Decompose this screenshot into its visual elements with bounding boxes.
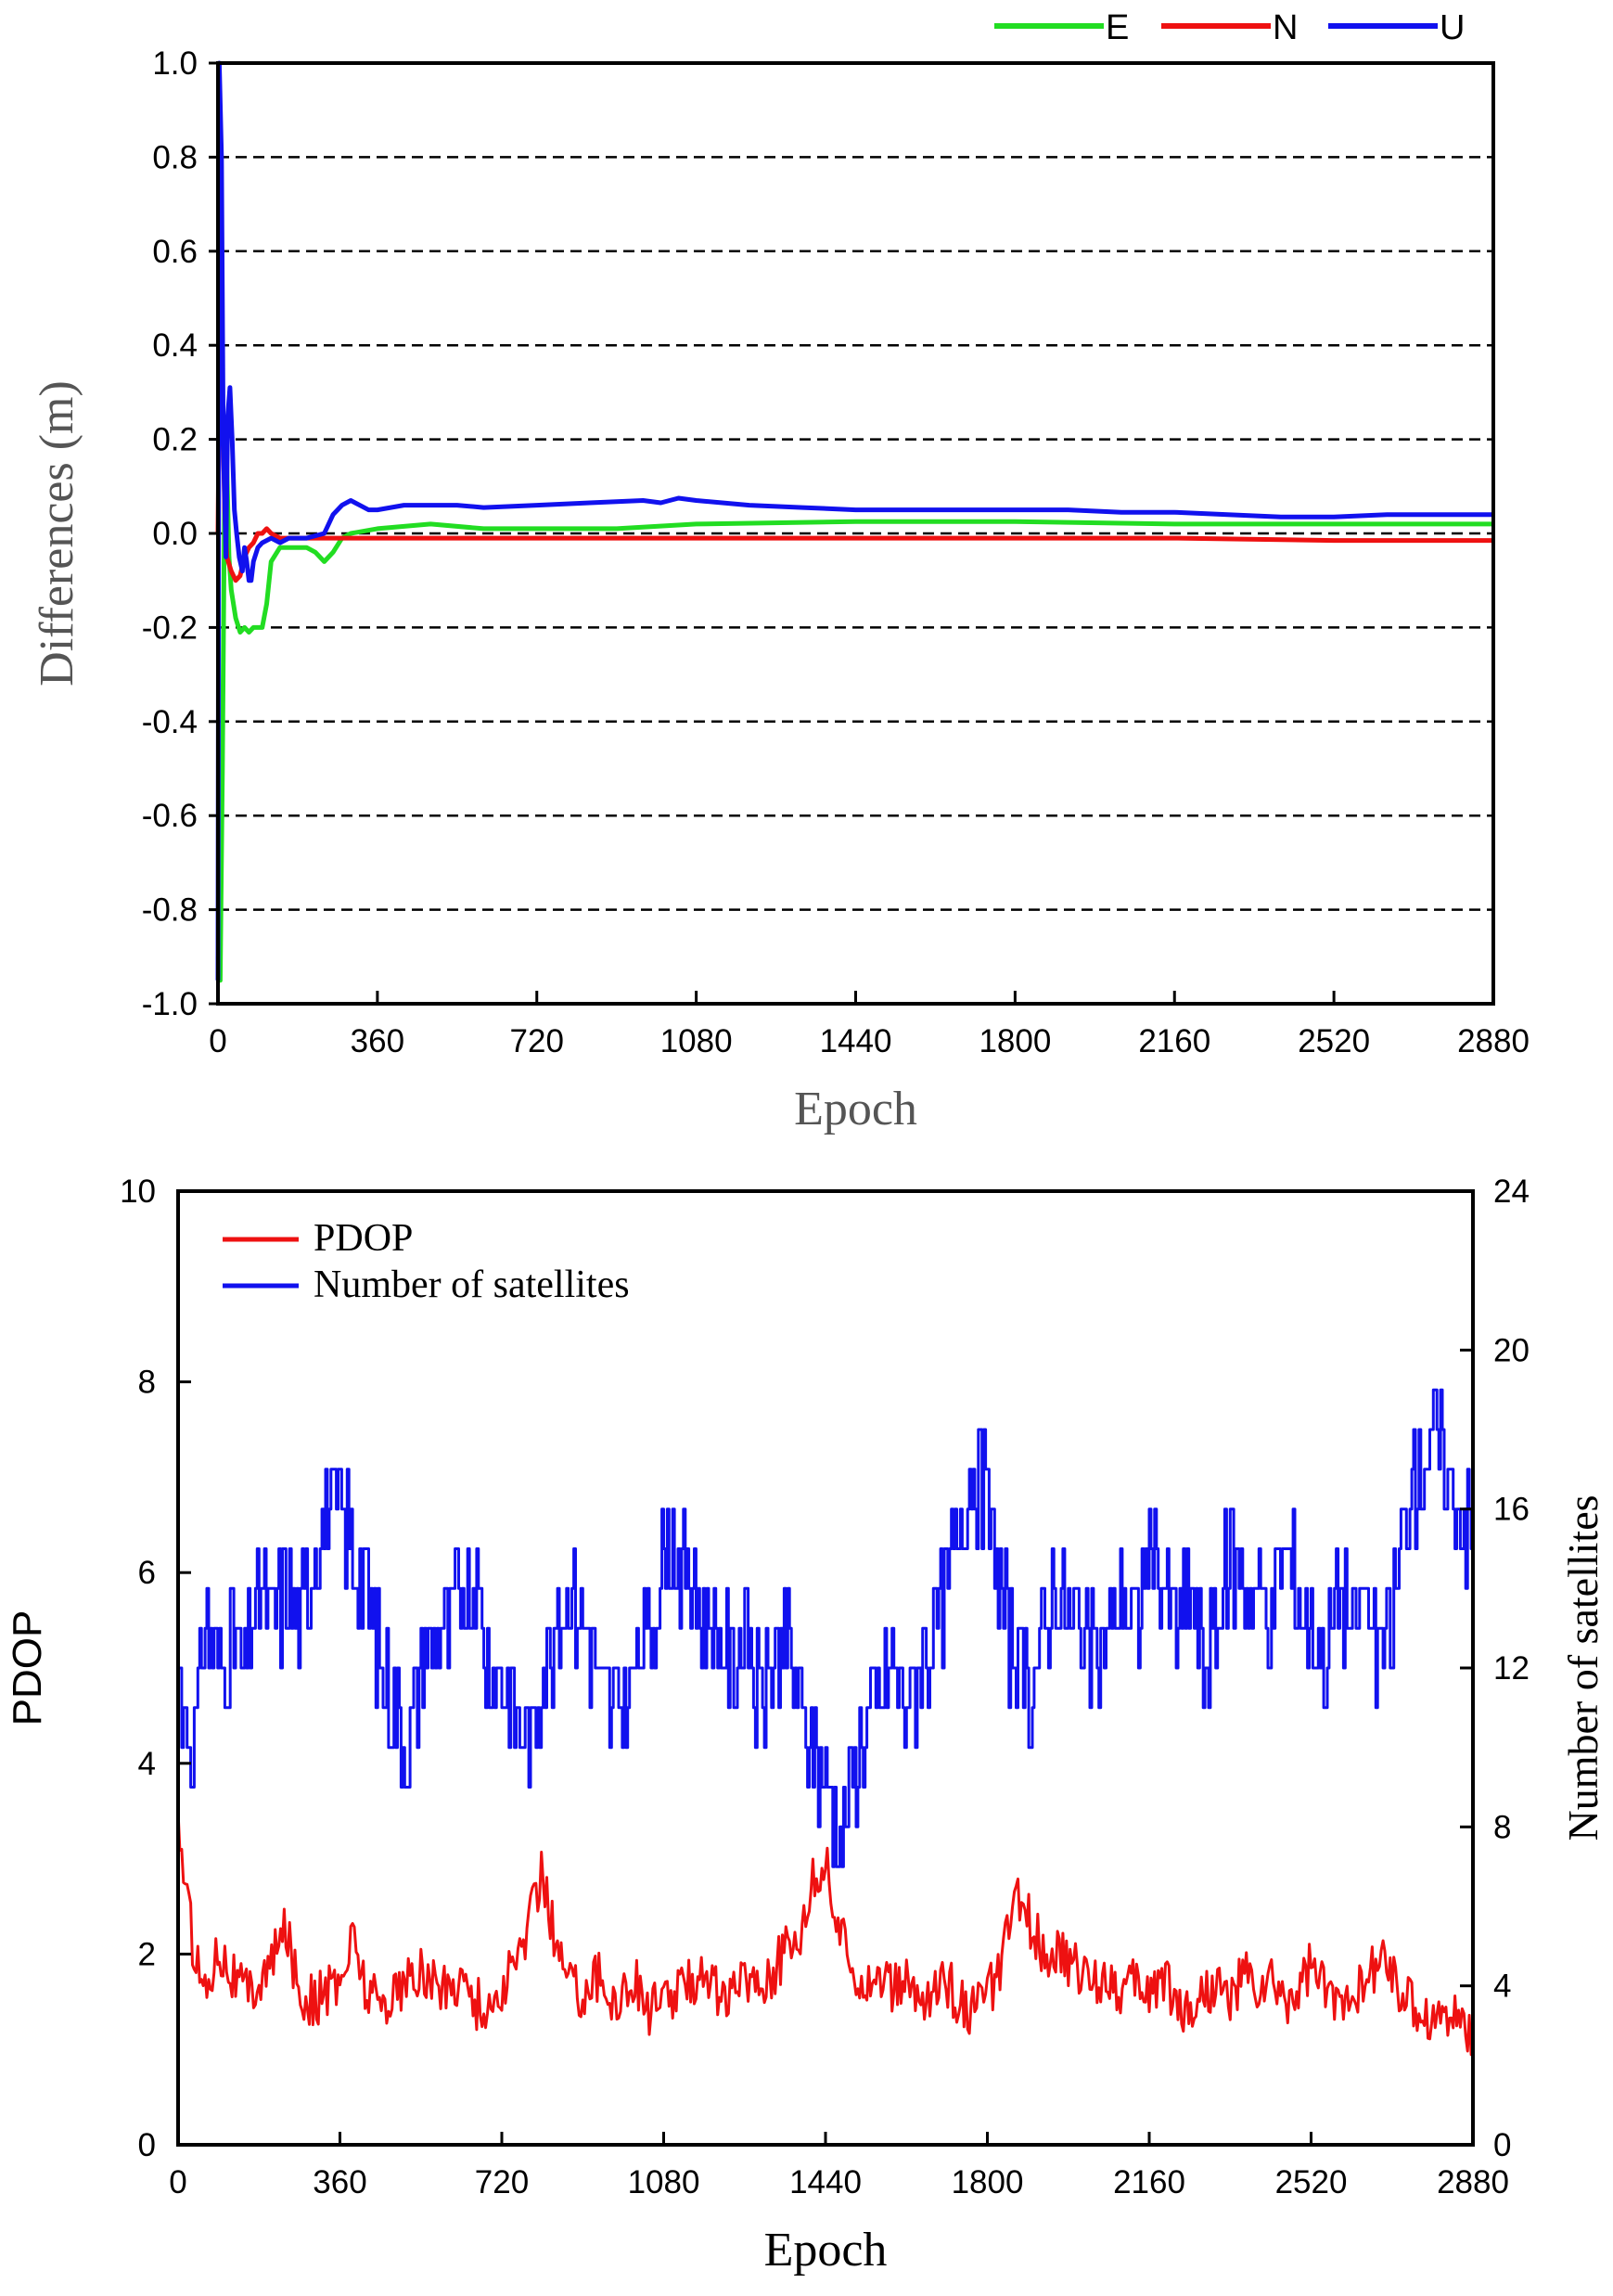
bottom-x-tick-label: 1440: [789, 2164, 862, 2200]
top-x-tick-label: 2520: [1298, 1023, 1370, 1059]
bottom-y2-tick-label: 24: [1493, 1174, 1530, 1210]
top-y-tick-label: -0.6: [142, 798, 198, 834]
top-series-lines: [215, 60, 1493, 983]
top-x-axis-label: Epoch: [794, 1083, 917, 1135]
top-y-tick-label: 0.0: [152, 516, 198, 552]
bottom-x-tick-label: 720: [475, 2164, 529, 2200]
bottom-y-axis-left: 0 2 4 6 8 10: [120, 1174, 191, 2163]
top-gridlines: [218, 156, 1493, 911]
bottom-series-satellites: [178, 1388, 1475, 1868]
bottom-y-tick-label: 6: [138, 1555, 156, 1591]
bottom-y2-tick-label: 4: [1493, 1969, 1511, 2005]
top-x-tick-label: 2880: [1457, 1023, 1530, 1059]
top-y-tick-label: 0.6: [152, 234, 198, 270]
top-x-tick-label: 720: [510, 1023, 564, 1059]
bottom-x-axis-label: Epoch: [764, 2224, 888, 2277]
top-y-tick-label: -1.0: [142, 986, 198, 1022]
bottom-x-tick-label: 1080: [628, 2164, 700, 2200]
top-x-tick-label: 0: [209, 1023, 226, 1059]
bottom-y2-tick-label: 20: [1493, 1332, 1530, 1368]
top-legend-label: U: [1440, 8, 1465, 47]
bottom-y-tick-label: 10: [120, 1174, 156, 1210]
top-series-e: [215, 460, 1493, 983]
bottom-x-tick-label: 2520: [1275, 2164, 1348, 2200]
top-y-tick-label: 0.8: [152, 139, 198, 175]
bottom-series-pdop: [176, 1811, 1475, 2057]
top-x-tick-label: 1800: [979, 1023, 1051, 1059]
top-x-axis: 0 360 720 1080 1440 1800 2160 2520 2880: [209, 991, 1530, 1059]
bottom-y2-tick-label: 8: [1493, 1809, 1511, 1845]
bottom-y-tick-label: 8: [138, 1365, 156, 1401]
top-y-tick-label: 0.4: [152, 327, 198, 364]
bottom-legend-label: PDOP: [314, 1217, 413, 1260]
bottom-x-tick-label: 0: [169, 2164, 186, 2200]
top-y-tick-label: -0.2: [142, 609, 198, 646]
bottom-legend-label: Number of satellites: [314, 1263, 630, 1306]
bottom-chart: 0 360 720 1080 1440 1800 2160 2520 2880 0246810 …: [5, 1174, 1607, 2277]
top-chart: 0 360 720 1080 1440 1800 2160 2520 2880 -1.0 -0.8…: [31, 8, 1530, 1135]
top-y-axis: -1.0 -0.8 -0.6 -0.4 -0.2 0.0 0.2 0.4 0.6 0.8 1.0: [142, 45, 218, 1022]
bottom-y-tick-label: 4: [138, 1746, 156, 1782]
top-x-tick-label: 1440: [820, 1023, 892, 1059]
bottom-y2-axis-label: Number of satellites: [1559, 1494, 1607, 1841]
bottom-x-tick-label: 1800: [952, 2164, 1024, 2200]
bottom-y2-tick-label: 16: [1493, 1492, 1530, 1528]
bottom-y2-tick-label: 0: [1493, 2127, 1511, 2163]
top-y-tick-label: -0.4: [142, 704, 198, 740]
bottom-plot-frame: [176, 1189, 1475, 2147]
bottom-series-lines: [176, 1388, 1475, 2057]
top-y-tick-label: 0.2: [152, 422, 198, 458]
bottom-y-axis-right: 0 4 8 12 16 20 24: [1460, 1174, 1530, 2163]
top-series-u: [215, 60, 1493, 981]
top-y-axis-label: Differences (m): [31, 380, 83, 686]
top-legend-label: E: [1106, 8, 1129, 47]
bottom-x-tick-label: 2880: [1437, 2164, 1509, 2200]
bottom-x-tick-label: 360: [313, 2164, 366, 2200]
top-y-tick-label: -0.8: [142, 892, 198, 929]
bottom-y-axis-label: PDOP: [5, 1610, 50, 1726]
top-x-tick-label: 360: [351, 1023, 404, 1059]
bottom-x-tick-label: 2160: [1113, 2164, 1185, 2200]
bottom-y-tick-label: 2: [138, 1936, 156, 1972]
top-x-tick-label: 2160: [1138, 1023, 1210, 1059]
top-series-n: [215, 296, 1493, 584]
bottom-x-axis: 0 360 720 1080 1440 1800 2160 2520 2880: [169, 2132, 1509, 2200]
top-legend-label: N: [1273, 8, 1298, 47]
top-y-tick-label: 1.0: [152, 45, 198, 82]
bottom-y-tick-label: 0: [138, 2127, 156, 2163]
bottom-y2-tick-label: 12: [1493, 1650, 1530, 1687]
top-x-tick-label: 1080: [660, 1023, 733, 1059]
